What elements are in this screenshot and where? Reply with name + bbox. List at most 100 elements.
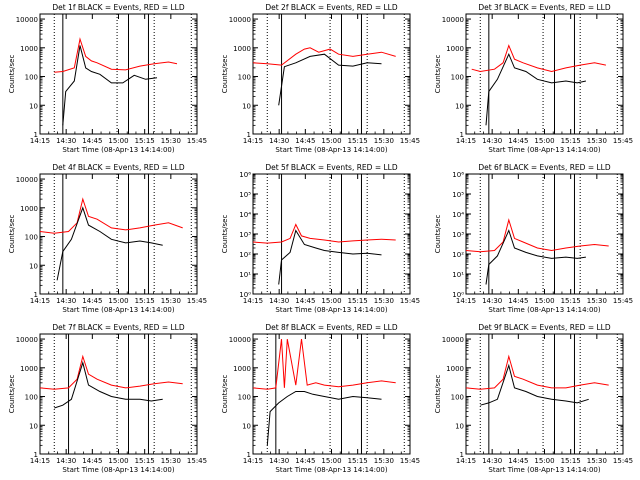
- x-tick-label: 14:15: [30, 457, 50, 465]
- y-tick-label: 10⁴: [239, 211, 251, 219]
- events-series-line: [278, 229, 382, 285]
- x-tick-label: 14:45: [508, 297, 528, 305]
- x-axis-label: Start Time (08-Apr-13 14:14:00): [488, 306, 600, 314]
- x-axis-label: Start Time (08-Apr-13 14:14:00): [275, 146, 387, 154]
- x-tick-label: 14:15: [30, 297, 50, 305]
- events-series-line: [485, 229, 586, 285]
- x-tick-label: 15:30: [161, 457, 181, 465]
- lld-series-line: [40, 354, 183, 390]
- x-tick-label: 15:30: [587, 297, 607, 305]
- plot-frame: [252, 13, 411, 135]
- x-tick-label: 14:15: [243, 457, 263, 465]
- y-tick-label: 10: [242, 102, 251, 110]
- x-tick-label: 15:30: [587, 457, 607, 465]
- x-axis-label: Start Time (08-Apr-13 14:14:00): [62, 146, 174, 154]
- y-tick-label: 1000: [20, 205, 38, 213]
- plot-frame: [252, 333, 411, 455]
- x-tick-label: 15:30: [374, 457, 394, 465]
- plot-frame: [39, 333, 198, 455]
- y-axis-label: Counts/sec: [434, 215, 442, 254]
- events-series-line: [54, 360, 163, 409]
- x-tick-label: 14:30: [56, 137, 76, 145]
- y-tick-label: 10²: [239, 251, 251, 259]
- x-tick-label: 15:00: [534, 457, 554, 465]
- x-tick-label: 15:45: [400, 297, 420, 305]
- x-tick-label: 15:15: [135, 297, 155, 305]
- x-tick-label: 15:45: [613, 137, 633, 145]
- y-tick-label: 10: [455, 102, 464, 110]
- y-axis-label: Counts/sec: [221, 55, 229, 94]
- y-tick-label: 10¹: [452, 271, 464, 279]
- y-tick-label: 1: [34, 131, 38, 139]
- y-axis-label: Counts/sec: [434, 55, 442, 94]
- panel-title: Det 2f BLACK = Events, RED = LLD: [265, 3, 398, 12]
- y-axis-label: Counts/sec: [221, 375, 229, 414]
- panel-title: Det 4f BLACK = Events, RED = LLD: [52, 163, 185, 172]
- y-axis-label: Counts/sec: [434, 375, 442, 414]
- x-tick-label: 15:00: [321, 137, 341, 145]
- y-tick-label: 10⁵: [239, 191, 251, 199]
- x-tick-label: 14:15: [456, 137, 476, 145]
- y-tick-label: 1: [247, 451, 251, 459]
- x-tick-label: 15:15: [135, 137, 155, 145]
- y-tick-label: 10³: [452, 231, 464, 239]
- x-tick-label: 14:15: [243, 137, 263, 145]
- y-tick-label: 10000: [229, 336, 251, 344]
- x-tick-label: 15:00: [108, 457, 128, 465]
- y-tick-label: 10⁶: [239, 171, 251, 179]
- x-tick-label: 15:15: [348, 297, 368, 305]
- events-series-line: [62, 45, 158, 126]
- lld-series-line: [253, 47, 396, 66]
- x-tick-label: 15:00: [321, 457, 341, 465]
- y-tick-label: 1: [34, 291, 38, 299]
- y-tick-label: 100: [238, 74, 251, 82]
- y-tick-label: 10000: [442, 336, 464, 344]
- y-tick-label: 10000: [16, 336, 38, 344]
- y-tick-label: 10: [29, 102, 38, 110]
- y-tick-label: 1: [460, 131, 464, 139]
- y-tick-label: 1000: [446, 45, 464, 53]
- y-tick-label: 10²: [452, 251, 464, 259]
- chart-panel-6: Det 6f BLACK = Events, RED = LLD 10⁰ 10¹ 10…: [434, 163, 633, 314]
- x-tick-label: 15:00: [321, 297, 341, 305]
- events-series-line: [480, 363, 589, 406]
- x-tick-label: 14:15: [30, 137, 50, 145]
- x-axis-label: Start Time (08-Apr-13 14:14:00): [62, 306, 174, 314]
- panel-title: Det 1f BLACK = Events, RED = LLD: [52, 3, 185, 12]
- x-tick-label: 14:45: [295, 137, 315, 145]
- x-tick-label: 14:15: [243, 297, 263, 305]
- y-tick-label: 10000: [442, 16, 464, 24]
- x-tick-label: 14:30: [482, 137, 502, 145]
- x-tick-label: 15:00: [534, 137, 554, 145]
- x-tick-label: 14:45: [82, 457, 102, 465]
- x-axis-label: Start Time (08-Apr-13 14:14:00): [488, 466, 600, 474]
- x-tick-label: 15:00: [534, 297, 554, 305]
- plot-frame: [465, 333, 624, 455]
- y-axis-label: Counts/sec: [8, 215, 16, 254]
- x-tick-label: 15:45: [187, 137, 207, 145]
- x-axis-label: Start Time (08-Apr-13 14:14:00): [62, 466, 174, 474]
- x-tick-label: 14:30: [56, 297, 76, 305]
- lld-series-line: [253, 339, 396, 390]
- y-tick-label: 10: [29, 422, 38, 430]
- x-tick-label: 15:30: [161, 137, 181, 145]
- y-tick-label: 1: [247, 131, 251, 139]
- chart-panel-3: Det 3f BLACK = Events, RED = LLD 1 10 100 10…: [434, 3, 633, 154]
- lld-series-line: [471, 44, 606, 73]
- x-axis-label: Start Time (08-Apr-13 14:14:00): [488, 146, 600, 154]
- chart-panel-8: Det 8f BLACK = Events, RED = LLD 1 10 100 10…: [221, 323, 420, 474]
- x-tick-label: 14:30: [482, 297, 502, 305]
- plot-frame: [39, 173, 198, 295]
- panel-title: Det 5f BLACK = Events, RED = LLD: [265, 163, 398, 172]
- chart-panel-4: Det 4f BLACK = Events, RED = LLD 1 10 100 10…: [8, 163, 207, 314]
- chart-panel-7: Det 7f BLACK = Events, RED = LLD 1 10 100 10…: [8, 323, 207, 474]
- y-axis-label: Counts/sec: [8, 55, 16, 94]
- x-tick-label: 14:45: [508, 137, 528, 145]
- x-tick-label: 14:30: [269, 137, 289, 145]
- x-tick-label: 14:15: [456, 297, 476, 305]
- chart-panel-1: Det 1f BLACK = Events, RED = LLD 1 10 100 10…: [8, 3, 207, 154]
- x-tick-label: 15:15: [348, 457, 368, 465]
- y-tick-label: 1000: [233, 365, 251, 373]
- lld-series-line: [466, 354, 609, 390]
